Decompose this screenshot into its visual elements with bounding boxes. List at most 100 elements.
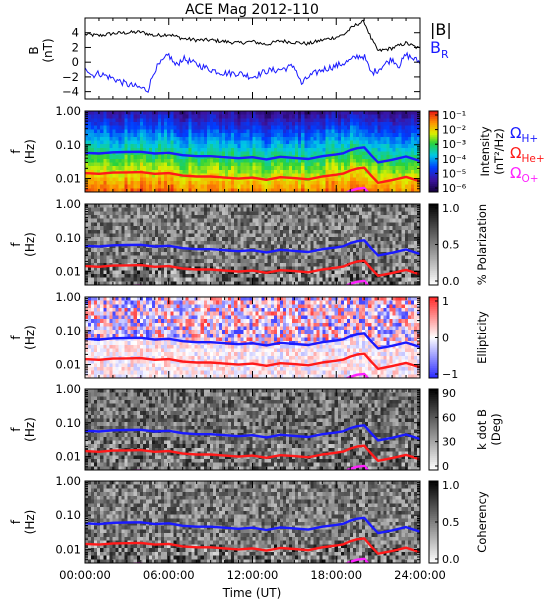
spectrogram-cell [273,180,278,186]
spectrogram-cell [286,270,290,275]
spectrogram-cell [252,237,256,242]
spectrogram-cell [249,158,253,163]
spectrogram-cell [273,207,278,212]
spectrogram-cell [322,166,326,171]
spectrogram-cell [222,277,226,282]
colorbar-segment [429,149,438,152]
spectrogram-cell [176,207,180,212]
spectrogram-cell [371,270,375,275]
spectrogram-cell [209,169,214,174]
spectrogram-cell [148,233,153,238]
spectrogram-cell [404,144,409,149]
spectrogram-cell [188,188,192,192]
spectrogram-cell [286,255,290,260]
spectrogram-cell [286,244,290,249]
spectrogram-cell [158,233,162,238]
spectrogram-cell [331,151,336,156]
spectrogram-cell [386,211,390,216]
spectrogram-cell [261,266,266,271]
spectrogram-cell [127,240,132,245]
spectrogram-cell [374,259,378,264]
spectrogram-cell [353,114,357,119]
spectrogram-cell [392,129,397,134]
spectrogram-cell [292,215,296,220]
spectrogram-cell [328,240,333,245]
spectrogram-cell [270,259,275,264]
spectrogram-cell [292,118,296,123]
spectrogram-cell [170,266,174,271]
spectrogram-cell [185,259,189,264]
spectrogram-cell [383,118,387,123]
spectrogram-cell [243,226,247,231]
spectrogram-cell [401,151,406,156]
spectrogram-cell [371,266,375,271]
spectrogram-cell [298,233,302,238]
spectrogram-cell [246,277,250,282]
spectrogram-cell [164,222,168,227]
spectrogram-cell [139,180,144,186]
spectrogram-cell [130,222,135,227]
spectrogram-cell [185,111,189,116]
spectrogram-cell [182,281,186,285]
spectrogram-cell [301,155,305,160]
spectrogram-cell [343,255,348,260]
spectrogram-cell [136,266,141,271]
spectrogram-cell [413,147,418,152]
spectrogram-cell [237,215,241,220]
spectrogram-cell [103,270,107,275]
spectrogram-cell [310,259,314,264]
spectrogram-cell [188,262,192,267]
spectrogram-cell [118,166,122,171]
spectrogram-cell [353,118,357,123]
spectrogram-cell [349,218,354,223]
spectrogram-cell [389,129,393,134]
spectrogram-cell [258,262,263,267]
spectrogram-cell [161,237,165,242]
spectrogram-cell [164,140,168,145]
spectrogram-cell [209,262,214,267]
spectrogram-cell [258,166,263,171]
spectrogram-cell [121,218,125,223]
spectrogram-cell [142,177,147,182]
spectrogram-cell [413,155,418,160]
spectrogram-cell [103,188,107,192]
spectrogram-cell [203,270,208,275]
spectrogram-cell [359,125,363,130]
spectrogram-cell [127,118,132,123]
spectrogram-cell [270,151,275,156]
spectrogram-cell [276,255,281,260]
spectrogram-cell [222,144,226,149]
spectrogram-cell [209,237,214,242]
spectrogram-cell [307,111,311,116]
spectrogram-cell [346,237,351,242]
spectrogram-cell [103,129,107,134]
spectrogram-cell [255,166,259,171]
spectrogram-cell [337,240,342,245]
spectrogram-cell [313,226,317,231]
spectrogram-cell [353,136,357,141]
spectrogram-cell [112,140,116,145]
spectrogram-cell [145,270,150,275]
spectrogram-cell [307,133,311,138]
spectrogram-cell [377,204,381,209]
spectrogram-cell [386,144,390,149]
spectrogram-cell [148,155,153,160]
spectrogram-cell [91,240,95,245]
spectrogram-cell [261,133,266,138]
spectrogram-cell [286,133,290,138]
spectrogram-cell [292,140,296,145]
spectrogram-cell [203,177,208,182]
spectrogram-cell [264,114,269,119]
spectrogram-cell [136,184,141,189]
spectrogram-cell [209,251,214,256]
spectrogram-cell [404,114,409,119]
spectrogram-cell [380,188,384,192]
spectrogram-cell [392,233,397,238]
spectrogram-cell [368,281,372,285]
spectrogram-cell [383,177,387,182]
spectrogram-cell [286,207,290,212]
spectrogram-cell [289,211,293,216]
legend-gyro-O-plus: ΩO+ [510,164,539,185]
spectrogram-cell [142,151,147,156]
spectrogram-cell [255,133,259,138]
